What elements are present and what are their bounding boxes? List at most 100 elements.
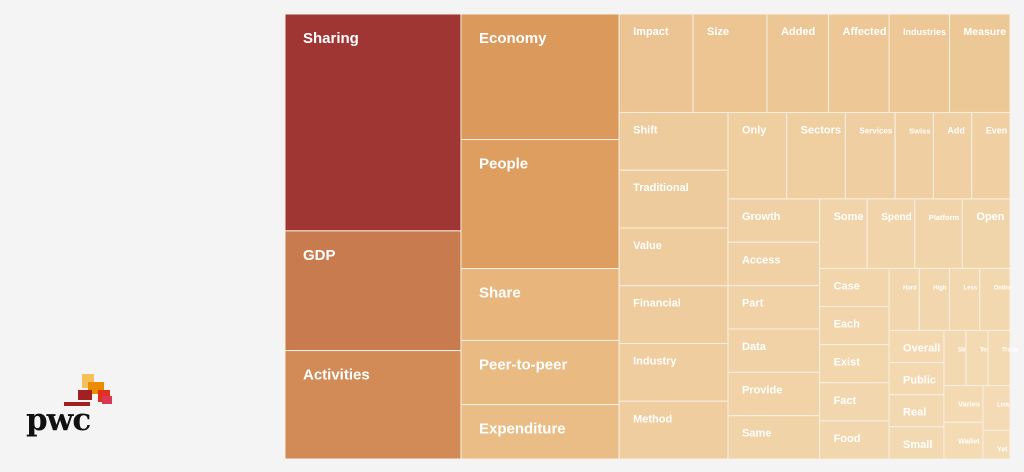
cell-label-real: Real xyxy=(903,407,926,419)
cell-label-measure: Measure xyxy=(964,26,1007,38)
cell-yet[interactable]: Yet xyxy=(982,429,1011,460)
cell-rect-spend xyxy=(866,198,916,269)
cell-rect-even xyxy=(971,111,1011,200)
cell-rect-swiss xyxy=(894,111,934,200)
cell-same[interactable]: Same xyxy=(727,415,821,460)
cell-case[interactable]: Case xyxy=(819,267,890,308)
cell-financial[interactable]: Financial xyxy=(618,285,729,344)
cell-label-overall: Overall xyxy=(903,342,940,354)
cell-label-wallet: Wallet xyxy=(958,436,980,445)
cell-affected[interactable]: Affected xyxy=(828,13,890,113)
cell-economy[interactable]: Economy xyxy=(460,13,620,141)
cell-label-gdp: GDP xyxy=(303,247,336,264)
cell-gdp[interactable]: GDP xyxy=(284,230,462,352)
cell-industries[interactable]: Industries xyxy=(888,13,951,113)
cell-rect-total xyxy=(965,329,989,387)
cell-label-total: Total xyxy=(980,347,994,353)
cell-exist[interactable]: Exist xyxy=(819,344,890,384)
cell-rect-people xyxy=(460,139,620,270)
cell-rect-industry xyxy=(618,342,729,402)
cell-rect-small xyxy=(888,426,945,460)
cell-method[interactable]: Method xyxy=(618,400,729,460)
cell-rect-high xyxy=(918,267,951,331)
cell-label-value: Value xyxy=(633,240,662,252)
cell-label-online: Online xyxy=(994,285,1013,291)
cell-food[interactable]: Food xyxy=(819,420,890,460)
logo-block-4 xyxy=(78,390,92,400)
cell-label-financial: Financial xyxy=(633,298,681,310)
cell-swiss[interactable]: Swiss xyxy=(894,111,934,200)
cell-varies[interactable]: Varies xyxy=(943,385,984,423)
cell-high[interactable]: High xyxy=(918,267,951,331)
cell-label-peer-to-peer: Peer-to-peer xyxy=(479,356,568,373)
cell-rect-public xyxy=(888,362,945,396)
cell-rect-peer-to-peer xyxy=(460,339,620,406)
cell-label-expenditure: Expenditure xyxy=(479,421,566,438)
cell-provide[interactable]: Provide xyxy=(727,371,821,417)
cell-services[interactable]: Services xyxy=(844,111,896,200)
cell-rect-platform xyxy=(914,198,963,269)
cell-label-part: Part xyxy=(742,298,764,310)
cell-impact[interactable]: Impact xyxy=(618,13,694,113)
cell-rect-link xyxy=(982,385,1011,431)
cell-even[interactable]: Even xyxy=(971,111,1011,200)
cell-rect-case xyxy=(819,267,890,308)
cell-rect-online xyxy=(979,267,1011,331)
cell-only[interactable]: Only xyxy=(727,111,788,200)
cell-rect-hard xyxy=(888,267,920,331)
cell-sectors[interactable]: Sectors xyxy=(786,111,846,200)
cell-link[interactable]: Link xyxy=(982,385,1011,431)
cell-label-industries: Industries xyxy=(903,27,946,37)
cell-overall[interactable]: Overall xyxy=(888,329,945,364)
cell-added[interactable]: Added xyxy=(766,13,830,113)
cell-value[interactable]: Value xyxy=(618,227,729,287)
cell-label-activities: Activities xyxy=(303,367,370,384)
cell-label-yet: Yet xyxy=(997,446,1008,453)
cell-label-sharing: Sharing xyxy=(303,30,359,47)
cell-rect-trade xyxy=(987,329,1011,387)
cell-public[interactable]: Public xyxy=(888,362,945,396)
cell-add[interactable]: Add xyxy=(932,111,973,200)
cell-rect-share xyxy=(460,268,620,341)
cell-open[interactable]: Open xyxy=(961,198,1011,269)
cell-growth[interactable]: Growth xyxy=(727,198,821,243)
cell-label-method: Method xyxy=(633,413,672,425)
cell-industry[interactable]: Industry xyxy=(618,342,729,402)
cell-rect-data xyxy=(727,328,821,373)
cell-expenditure[interactable]: Expenditure xyxy=(460,404,620,460)
cell-each[interactable]: Each xyxy=(819,306,890,346)
cell-label-sectors: Sectors xyxy=(801,124,841,136)
cell-rect-shift xyxy=(618,111,729,171)
cell-some[interactable]: Some xyxy=(819,198,868,269)
cell-label-some: Some xyxy=(834,211,864,223)
cell-rect-growth xyxy=(727,198,821,243)
cell-shift[interactable]: Shift xyxy=(618,111,729,171)
cell-activities[interactable]: Activities xyxy=(284,350,462,460)
cell-fact[interactable]: Fact xyxy=(819,382,890,422)
cell-small[interactable]: Small xyxy=(888,426,945,460)
cell-part[interactable]: Part xyxy=(727,285,821,330)
cell-people[interactable]: People xyxy=(460,139,620,270)
cell-label-economy: Economy xyxy=(479,30,547,47)
cell-data[interactable]: Data xyxy=(727,328,821,373)
cell-peer-to-peer[interactable]: Peer-to-peer xyxy=(460,339,620,406)
cell-access[interactable]: Access xyxy=(727,241,821,287)
cell-less[interactable]: Less xyxy=(949,267,981,331)
cell-hard[interactable]: Hard xyxy=(888,267,920,331)
cell-label-less: Less xyxy=(964,285,978,291)
cell-share[interactable]: Share xyxy=(460,268,620,341)
cell-sharing[interactable]: Sharing xyxy=(284,13,462,232)
cell-spend[interactable]: Spend xyxy=(866,198,916,269)
cell-trade[interactable]: Trade xyxy=(987,329,1019,387)
cell-wallet[interactable]: Wallet xyxy=(943,421,984,460)
cell-label-swiss: Swiss xyxy=(909,126,930,135)
cell-traditional[interactable]: Traditional xyxy=(618,169,729,229)
cell-size[interactable]: Size xyxy=(692,13,768,113)
cell-rect-provide xyxy=(727,371,821,417)
cell-measure[interactable]: Measure xyxy=(949,13,1011,113)
cell-online[interactable]: Online xyxy=(979,267,1013,331)
cell-rect-method xyxy=(618,400,729,460)
cell-real[interactable]: Real xyxy=(888,394,945,428)
cell-label-size: Size xyxy=(707,26,729,38)
cell-platform[interactable]: Platform xyxy=(914,198,963,269)
